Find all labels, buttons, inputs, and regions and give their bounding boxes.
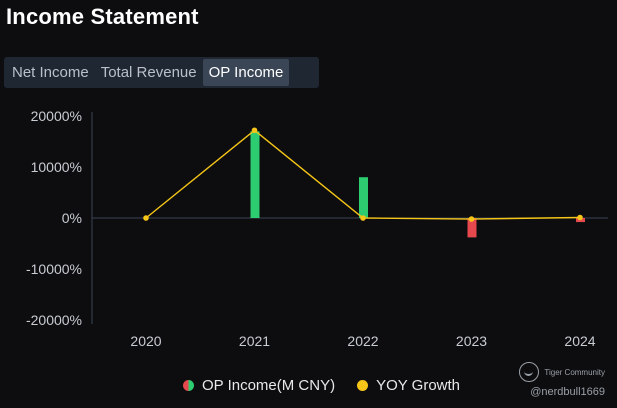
yoy-growth-point bbox=[577, 214, 583, 221]
chart-legend: OP Income(M CNY) YOY Growth bbox=[183, 377, 482, 394]
legend-item-op-income[interactable]: OP Income(M CNY) bbox=[183, 377, 335, 394]
yoy-growth-point bbox=[360, 215, 366, 221]
watermark-brand: Tiger Community bbox=[544, 367, 605, 377]
watermark: Tiger Community @nerdbull1669 bbox=[519, 362, 605, 398]
x-tick-label: 2022 bbox=[347, 333, 378, 349]
x-tick-label: 2020 bbox=[130, 333, 161, 349]
y-tick-label: 10000% bbox=[31, 159, 82, 175]
x-tick-label: 2021 bbox=[239, 333, 270, 349]
legend-item-yoy-growth[interactable]: YOY Growth bbox=[357, 377, 460, 394]
metric-tabs: Net Income Total Revenue OP Income bbox=[4, 57, 319, 88]
bar bbox=[359, 177, 368, 218]
watermark-handle: @nerdbull1669 bbox=[530, 386, 605, 398]
y-tick-label: -20000% bbox=[26, 312, 82, 328]
y-tick-label: -10000% bbox=[26, 261, 82, 277]
page-title: Income Statement bbox=[6, 4, 199, 29]
tiger-logo-icon bbox=[519, 362, 540, 382]
legend-label-yoy-growth: YOY Growth bbox=[376, 377, 461, 394]
tab-total-revenue[interactable]: Total Revenue bbox=[100, 64, 197, 81]
yoy-growth-point bbox=[143, 215, 149, 221]
op-income-legend-icon bbox=[183, 380, 194, 391]
legend-label-op-income: OP Income(M CNY) bbox=[202, 377, 336, 394]
yoy-growth-point bbox=[251, 127, 258, 134]
tab-op-income[interactable]: OP Income bbox=[202, 59, 290, 86]
y-tick-label: 20000% bbox=[31, 108, 82, 124]
bar bbox=[250, 131, 260, 218]
tab-net-income[interactable]: Net Income bbox=[12, 64, 89, 81]
bar bbox=[467, 218, 477, 238]
y-tick-label: 0% bbox=[62, 210, 82, 226]
x-tick-label: 2023 bbox=[456, 333, 487, 349]
x-tick-label: 2024 bbox=[564, 333, 595, 349]
yoy-growth-legend-icon bbox=[357, 380, 369, 391]
yoy-growth-point bbox=[468, 216, 475, 222]
